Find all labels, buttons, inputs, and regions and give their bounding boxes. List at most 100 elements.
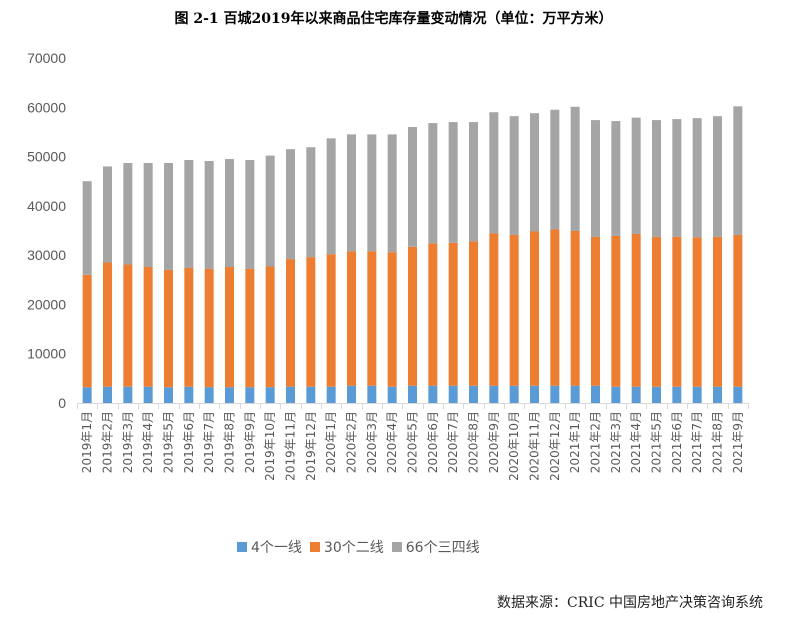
bar-segment-3	[652, 120, 661, 237]
bar-segment-1	[509, 385, 519, 403]
bar-segment-1	[570, 385, 580, 403]
bar-segment-3	[306, 147, 316, 258]
bar-segment-3	[82, 181, 92, 275]
bar-segment-2	[489, 233, 499, 386]
y-tick-label: 70000	[27, 50, 66, 66]
x-tick-label: 2021年6月	[670, 411, 684, 473]
bar-segment-3	[631, 117, 641, 234]
legend: 4个一线 30个二线 66个三四线	[237, 537, 480, 557]
bar-segment-2	[204, 268, 214, 388]
bar-segment-1	[265, 387, 275, 403]
x-tick-label: 2021年8月	[711, 411, 725, 473]
bar-segment-2	[103, 262, 112, 387]
x-tick-label: 2019年8月	[223, 411, 237, 473]
bar-segment-1	[428, 385, 438, 403]
y-tick-label: 60000	[27, 99, 66, 115]
bar-segment-2	[143, 266, 153, 387]
bar-segment-2	[387, 252, 397, 387]
x-tick-label: 2020年2月	[345, 411, 359, 473]
x-tick-label: 2020年12月	[548, 411, 562, 481]
x-tick-label: 2020年9月	[487, 411, 501, 473]
bar-segment-3	[103, 166, 112, 263]
bar-segment-3	[713, 116, 722, 237]
bar-segment-2	[692, 237, 702, 387]
bar-segment-3	[225, 159, 234, 267]
x-tick-label: 2020年6月	[426, 411, 440, 473]
bar-segment-3	[489, 112, 499, 234]
bar-segment-2	[652, 236, 661, 387]
bar-segment-2	[184, 267, 194, 387]
bar-segment-2	[428, 243, 438, 386]
bar-segment-3	[428, 123, 438, 244]
bar-segment-3	[387, 134, 397, 253]
bar-segment-3	[164, 162, 173, 270]
bar-segment-1	[611, 386, 621, 403]
x-tick-label: 2021年3月	[609, 411, 623, 473]
bar-segment-1	[164, 387, 173, 403]
x-tick-label: 2020年3月	[365, 411, 379, 473]
x-tick-label: 2020年11月	[528, 411, 542, 481]
bar-segment-1	[448, 385, 458, 403]
x-tick-label: 2019年2月	[101, 411, 115, 473]
x-tick-label: 2021年9月	[731, 411, 745, 473]
bar-segment-1	[672, 386, 682, 403]
bar-segment-3	[611, 121, 621, 236]
bar-segment-1	[713, 386, 722, 403]
bar-segment-1	[103, 386, 112, 403]
bar-segment-2	[631, 233, 641, 387]
bar-segment-2	[611, 235, 621, 387]
bar-segment-2	[713, 236, 722, 387]
y-tick-label: 20000	[27, 296, 66, 312]
bar-segment-1	[245, 387, 255, 403]
x-tick-label: 2019年5月	[162, 411, 176, 473]
bar-segment-1	[469, 385, 478, 403]
bar-segment-1	[184, 386, 194, 403]
bar-segment-2	[123, 264, 133, 387]
bar-segment-2	[225, 266, 234, 388]
bar-segment-1	[347, 385, 356, 403]
y-tick-label: 10000	[27, 346, 66, 362]
x-tick-label: 2019年4月	[141, 411, 155, 473]
bar-segment-1	[367, 385, 377, 403]
x-tick-label: 2019年3月	[121, 411, 135, 473]
x-tick-label: 2021年1月	[568, 411, 582, 473]
x-tick-label: 2020年10月	[507, 411, 521, 481]
bar-segment-1	[306, 386, 316, 403]
bar-segment-3	[347, 134, 356, 252]
data-source: 数据来源：CRIC 中国房地产决策咨询系统	[497, 595, 763, 611]
legend-swatch	[309, 542, 320, 552]
x-tick-label: 2021年5月	[650, 411, 664, 473]
bar-segment-3	[570, 106, 580, 231]
bar-segment-2	[164, 269, 173, 388]
legend-swatch	[391, 542, 402, 552]
bar-segment-2	[550, 229, 560, 386]
y-tick-label: 0	[58, 395, 66, 411]
x-tick-label: 2019年10月	[263, 411, 277, 481]
x-tick-label: 2019年6月	[182, 411, 196, 473]
bar-segment-2	[570, 230, 580, 386]
legend-label: 30个二线	[323, 540, 384, 556]
bar-segment-2	[82, 274, 92, 388]
x-tick-label: 2019年9月	[243, 411, 257, 473]
bar-segment-1	[591, 385, 600, 403]
legend-label: 66个三四线	[405, 540, 480, 556]
bar-segment-3	[591, 120, 600, 237]
y-tick-label: 30000	[27, 247, 66, 263]
bar-segment-3	[530, 113, 539, 232]
bar-segment-2	[306, 257, 316, 387]
stacked-bar-chart: 0 10000 20000 30000 40000 50000 60000 70000 2019…	[27, 50, 749, 481]
bar-segment-2	[469, 241, 478, 386]
bar-segment-3	[286, 149, 295, 260]
bar-segment-3	[184, 160, 194, 268]
chart-title: 图 2-1 百城2019年以来商品住宅库存量变动情况（单位：万平方米）	[174, 11, 613, 27]
bar-segment-3	[692, 118, 702, 238]
x-tick-label: 2020年5月	[406, 411, 420, 473]
bar-segment-1	[692, 386, 702, 403]
bar-segment-3	[672, 119, 682, 237]
x-tick-label: 2021年7月	[690, 411, 704, 473]
x-tick-label: 2021年4月	[629, 411, 643, 473]
x-tick-label: 2020年1月	[324, 411, 338, 473]
bar-segment-1	[204, 387, 214, 403]
bar-segment-3	[265, 155, 275, 267]
bar-segment-2	[591, 236, 600, 386]
